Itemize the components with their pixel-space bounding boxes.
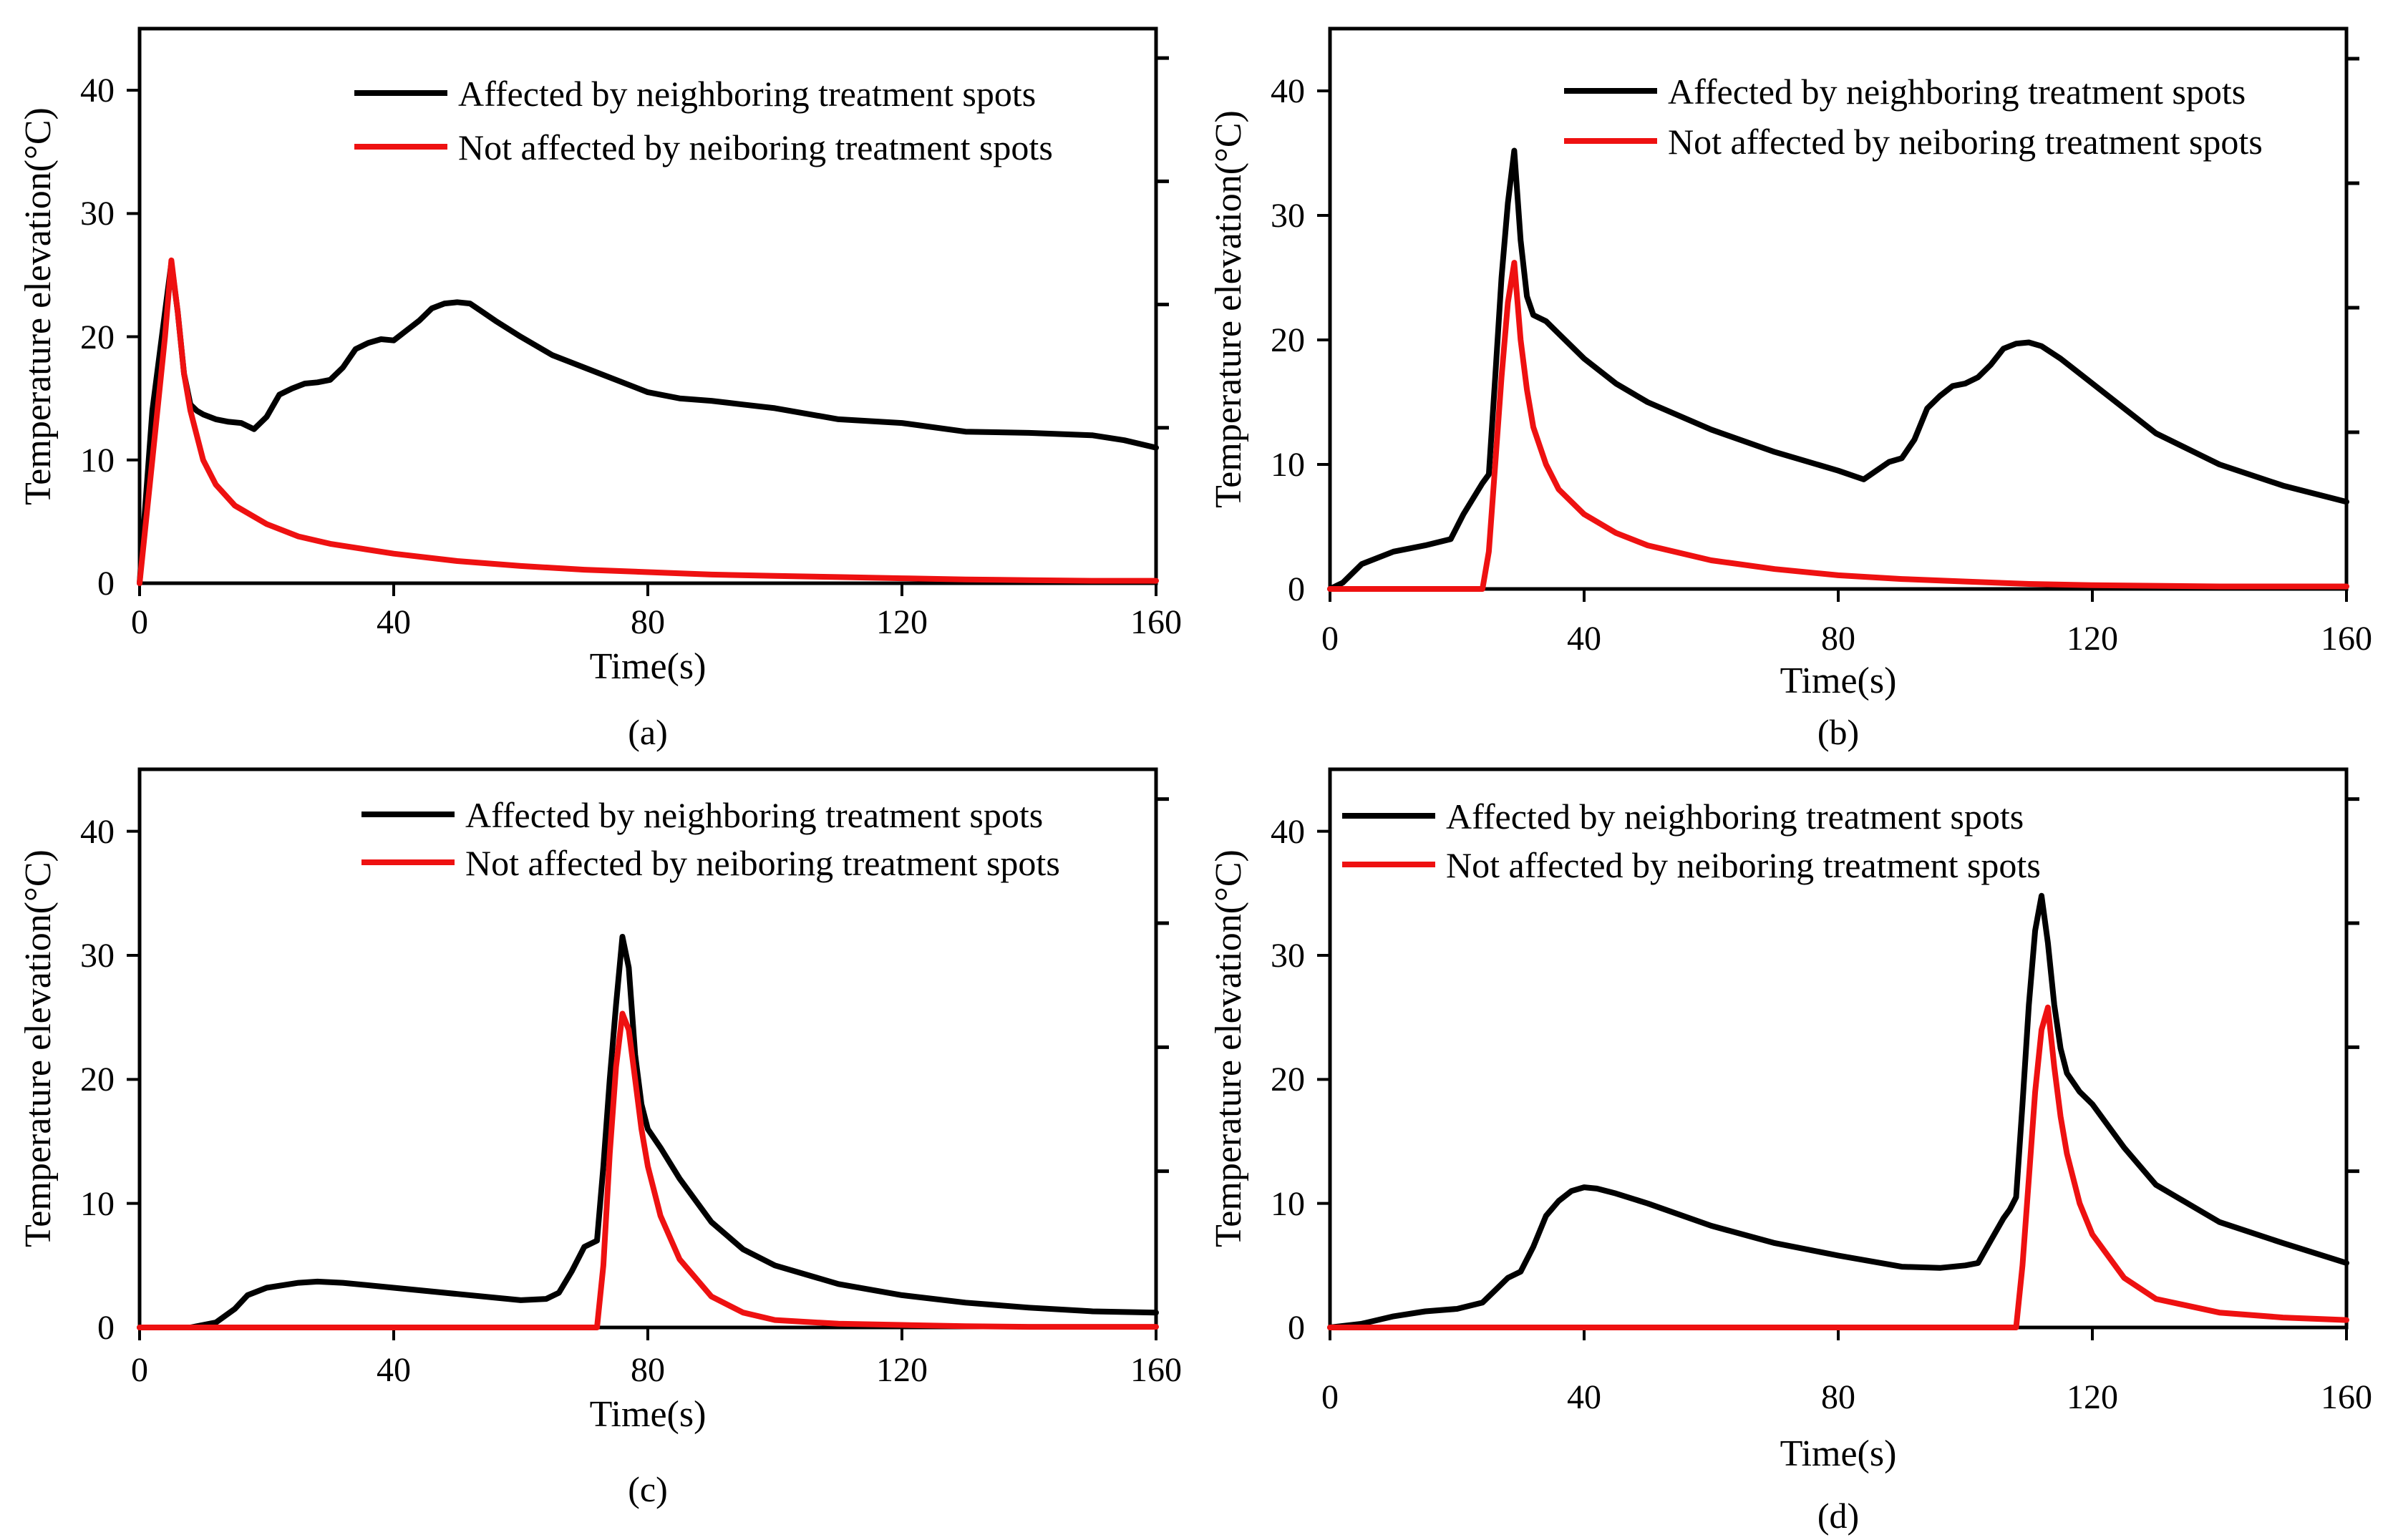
y-tick-label: 0 [97,1309,115,1347]
panel-d: 0 40 80 120 160 0 10 20 30 40 Time(s) Te… [1208,767,2372,1536]
x-tick-label: 0 [1321,620,1339,658]
y-tick-label: 10 [80,1185,115,1223]
y-axis-title: Temperature elevation(°C) [18,107,59,505]
panel-label: (a) [628,712,668,752]
series-affected-line [137,934,1159,1330]
x-tick-label: 40 [1567,620,1601,658]
x-tick-label: 80 [1821,620,1855,658]
series-not-affected-line [137,257,1159,586]
series-not-affected-line [1327,1004,2349,1330]
y-axis-ticks [127,56,1169,462]
legend-label-not-affected: Not affected by neiboring treatment spot… [1668,122,2263,162]
y-tick-label: 30 [80,937,115,975]
panel-a: 0 40 80 120 160 0 10 20 30 40 Time(s) Te… [18,26,1182,752]
x-axis-title: Time(s) [590,1394,707,1435]
y-tick-label: 0 [1288,1309,1305,1347]
plot-frame [1328,26,2349,591]
panel-b: 0 40 80 120 160 0 10 20 30 40 Time(s) Te… [1208,26,2372,752]
panel-c: 0 40 80 120 160 0 10 20 30 40 Time(s) Te… [18,767,1182,1509]
legend-label-affected: Affected by neighboring treatment spots [465,795,1043,835]
y-tick-label: 20 [1271,321,1305,359]
x-tick-label: 160 [2321,620,2372,658]
legend-label-not-affected: Not affected by neiboring treatment spot… [458,127,1053,167]
x-tick-label: 80 [1821,1378,1855,1416]
y-tick-label: 10 [1271,1185,1305,1223]
x-tick-label: 160 [1130,603,1182,641]
y-axis-title: Temperature elevation(°C) [1208,849,1249,1247]
x-axis-title: Time(s) [1780,1433,1897,1474]
x-axis-title: Time(s) [1780,661,1897,701]
y-tick-label: 40 [80,813,115,851]
panel-label: (d) [1817,1496,1859,1536]
y-axis-title: Temperature elevation(°C) [1208,110,1249,508]
series-affected-line [137,260,1159,586]
y-tick-label: 10 [1271,446,1305,484]
series-not-affected-line [137,1010,1159,1330]
x-tick-label: 0 [1321,1378,1339,1416]
panel-label: (b) [1817,712,1859,752]
y-tick-label: 0 [97,565,115,603]
panel-label: (c) [628,1469,668,1509]
x-tick-label: 120 [876,603,928,641]
legend-label-not-affected: Not affected by neiboring treatment spot… [1446,845,2041,885]
x-axis-title: Time(s) [590,646,707,687]
x-tick-label: 120 [876,1351,928,1389]
y-tick-label: 40 [1271,813,1305,851]
x-tick-label: 80 [631,1351,665,1389]
x-tick-label: 0 [131,603,148,641]
x-tick-label: 80 [631,603,665,641]
y-tick-label: 40 [80,72,115,109]
legend-label-not-affected: Not affected by neiboring treatment spot… [465,843,1060,883]
y-tick-label: 30 [1271,197,1305,235]
series-not-affected-line [1327,260,2349,592]
x-tick-label: 160 [1130,1351,1182,1389]
x-axis-ticks [138,583,1157,596]
x-tick-label: 40 [1567,1378,1601,1416]
legend-label-affected: Affected by neighboring treatment spots [1446,796,2024,837]
x-tick-label: 40 [377,1351,411,1389]
series-affected-line [1327,892,2349,1330]
y-tick-label: 40 [1271,72,1305,110]
y-axis-title: Temperature elevation(°C) [18,849,59,1247]
y-tick-label: 20 [80,1061,115,1098]
y-axis-ticks [127,797,1169,1205]
x-tick-label: 0 [131,1351,148,1389]
series-layer [137,934,1159,1330]
x-tick-label: 120 [2067,1378,2118,1416]
y-tick-label: 0 [1288,570,1305,608]
legend-label-affected: Affected by neighboring treatment spots [1668,72,2246,112]
series-affected-line [1327,147,2349,592]
series-layer [1327,892,2349,1330]
y-axis-ticks [1317,57,2359,466]
y-tick-label: 20 [80,318,115,356]
y-axis-ticks [1317,797,2359,1205]
y-tick-label: 20 [1271,1061,1305,1098]
y-tick-label: 30 [80,195,115,233]
y-tick-label: 30 [1271,937,1305,975]
x-tick-label: 40 [377,603,411,641]
series-layer [1327,147,2349,592]
y-tick-label: 10 [80,442,115,479]
x-tick-label: 120 [2067,620,2118,658]
x-tick-label: 160 [2321,1378,2372,1416]
legend-label-affected: Affected by neighboring treatment spots [458,74,1036,114]
series-layer [137,257,1159,586]
